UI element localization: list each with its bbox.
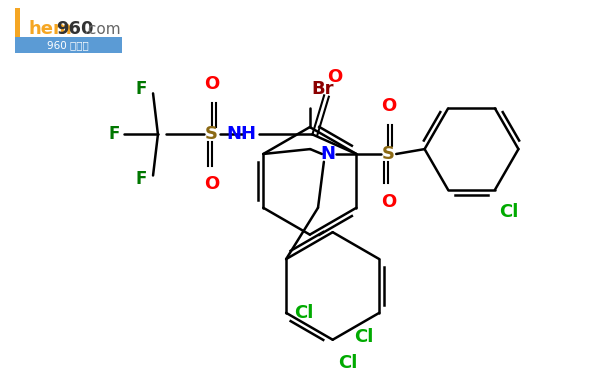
Text: O: O <box>204 75 220 93</box>
Text: O: O <box>327 68 342 86</box>
Text: O: O <box>381 97 396 115</box>
Text: .com: .com <box>83 22 120 37</box>
Text: NH: NH <box>227 125 257 143</box>
Text: F: F <box>136 170 147 188</box>
Text: Cl: Cl <box>339 354 358 372</box>
FancyBboxPatch shape <box>15 37 122 53</box>
Text: F: F <box>108 125 120 143</box>
Text: 960 化工网: 960 化工网 <box>47 40 89 50</box>
Text: Cl: Cl <box>354 327 373 345</box>
Text: Cl: Cl <box>499 203 518 221</box>
Text: Br: Br <box>312 80 335 98</box>
Text: hem: hem <box>28 20 72 38</box>
Text: O: O <box>204 176 220 194</box>
Text: N: N <box>320 145 335 163</box>
Polygon shape <box>15 8 28 51</box>
Text: S: S <box>205 125 218 143</box>
Text: O: O <box>381 193 396 211</box>
Text: Cl: Cl <box>294 304 313 322</box>
Text: 960: 960 <box>56 20 93 38</box>
Text: S: S <box>382 145 395 163</box>
Text: F: F <box>136 81 147 99</box>
